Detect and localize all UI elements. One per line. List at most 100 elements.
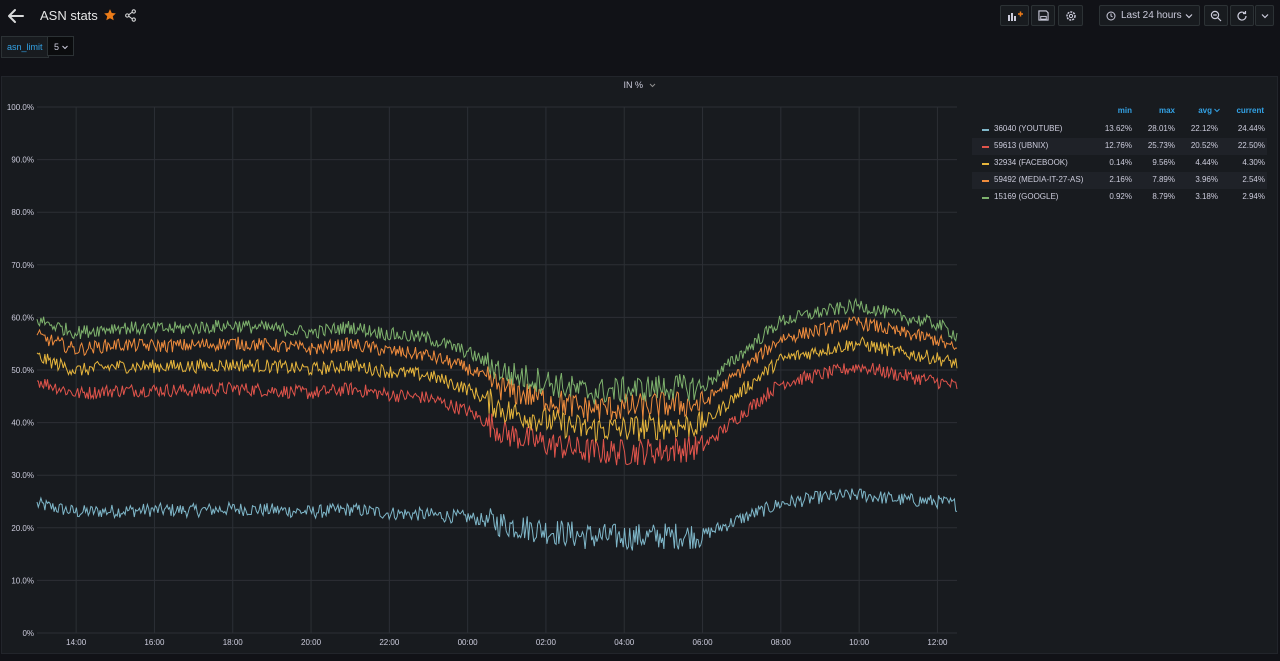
legend-row[interactable]: 59613 (UBNIX) 12.76% 25.73% 20.52% 22.50…	[972, 138, 1267, 155]
y-tick-label: 60.0%	[11, 313, 34, 322]
y-tick-label: 10.0%	[11, 576, 34, 585]
legend-col-max[interactable]: max	[1158, 106, 1175, 115]
x-tick-label: 18:00	[223, 638, 244, 647]
legend-current: 22.50%	[1237, 141, 1265, 150]
chevron-down-icon	[62, 45, 68, 50]
asn-limit-label: asn_limit	[1, 36, 49, 58]
legend-current: 2.94%	[1242, 192, 1265, 201]
legend-series-name: 15169 (GOOGLE)	[994, 192, 1059, 201]
x-tick-label: 12:00	[927, 638, 948, 647]
legend-avg: 3.96%	[1195, 175, 1218, 184]
series-line-4[interactable]	[36, 316, 958, 422]
legend-max: 8.79%	[1152, 192, 1175, 201]
chevron-down-icon	[1185, 13, 1193, 18]
asn-limit-select[interactable]: 5	[47, 36, 74, 56]
x-tick-label: 00:00	[458, 638, 479, 647]
legend-max: 28.01%	[1147, 124, 1175, 133]
legend-current: 4.30%	[1242, 158, 1265, 167]
refresh-interval-dropdown[interactable]	[1255, 5, 1274, 26]
refresh-button[interactable]	[1230, 5, 1254, 26]
settings-button[interactable]	[1058, 5, 1083, 26]
legend-series-name: 36040 (YOUTUBE)	[994, 124, 1063, 133]
star-icon[interactable]	[103, 8, 117, 22]
legend-current: 2.54%	[1242, 175, 1265, 184]
dashboard-title: ASN stats	[40, 8, 98, 23]
legend-max: 9.56%	[1152, 158, 1175, 167]
gear-icon	[1065, 10, 1076, 21]
share-icon[interactable]	[124, 9, 137, 22]
legend-avg: 3.18%	[1195, 192, 1218, 201]
legend-min: 2.16%	[1109, 175, 1132, 184]
y-tick-label: 40.0%	[11, 419, 34, 428]
top-bar: ASN stats Last 24 hours	[0, 0, 1280, 32]
series-color-swatch	[982, 163, 989, 165]
x-tick-label: 16:00	[144, 638, 165, 647]
legend-col-avg[interactable]: avg	[1198, 106, 1212, 115]
y-tick-label: 100.0%	[7, 103, 34, 112]
legend-avg: 20.52%	[1190, 141, 1218, 150]
asn-limit-value: 5	[54, 42, 60, 52]
legend-table: min max avg current 36040 (YOUTUBE) 13.6…	[972, 104, 1267, 206]
legend-row[interactable]: 15169 (GOOGLE) 0.92% 8.79% 3.18% 2.94%	[972, 189, 1267, 206]
series-line-3[interactable]	[36, 336, 958, 443]
series-color-swatch	[982, 146, 989, 148]
x-tick-label: 22:00	[379, 638, 400, 647]
x-tick-label: 02:00	[536, 638, 557, 647]
zoom-out-icon	[1210, 10, 1222, 21]
legend-current: 24.44%	[1237, 124, 1265, 133]
legend-col-current[interactable]: current	[1236, 106, 1264, 115]
series-line-1[interactable]	[36, 488, 958, 551]
add-panel-icon	[1007, 11, 1023, 21]
y-tick-label: 90.0%	[11, 156, 34, 165]
legend-avg: 22.12%	[1190, 124, 1218, 133]
series-color-swatch	[982, 180, 989, 182]
save-dashboard-button[interactable]	[1031, 5, 1055, 26]
x-tick-label: 06:00	[693, 638, 714, 647]
time-picker-button[interactable]: Last 24 hours	[1099, 5, 1200, 26]
legend-min: 0.92%	[1109, 192, 1132, 201]
sort-desc-icon	[1214, 108, 1220, 113]
y-tick-label: 0%	[22, 629, 34, 638]
x-tick-label: 04:00	[614, 638, 635, 647]
legend-row[interactable]: 32934 (FACEBOOK) 0.14% 9.56% 4.44% 4.30%	[972, 155, 1267, 172]
time-range-label: Last 24 hours	[1121, 10, 1182, 21]
legend-row[interactable]: 59492 (MEDIA-IT-27-AS) 2.16% 7.89% 3.96%…	[972, 172, 1267, 189]
series-color-swatch	[982, 129, 989, 131]
x-tick-label: 10:00	[849, 638, 870, 647]
legend-series-name: 59492 (MEDIA-IT-27-AS)	[994, 175, 1084, 184]
series-color-swatch	[982, 197, 989, 199]
legend-max: 25.73%	[1147, 141, 1175, 150]
series-line-2[interactable]	[36, 362, 958, 466]
panel-title[interactable]: IN %	[2, 80, 1277, 90]
y-tick-label: 70.0%	[11, 261, 34, 270]
graph-panel: IN % 0% 10.0% 20.0% 30.0% 40.0% 50.0% 60.0% 70.…	[1, 76, 1278, 654]
legend-min: 12.76%	[1104, 141, 1132, 150]
add-panel-button[interactable]	[1000, 5, 1029, 26]
legend-col-min[interactable]: min	[1117, 106, 1132, 115]
line-chart[interactable]: 0% 10.0% 20.0% 30.0% 40.0% 50.0% 60.0% 70.0% 80.…	[2, 77, 967, 653]
legend-header: min max avg current	[972, 104, 1267, 121]
save-icon	[1037, 10, 1049, 21]
y-tick-label: 20.0%	[11, 524, 34, 533]
back-arrow-icon[interactable]	[6, 6, 26, 26]
y-tick-label: 30.0%	[11, 471, 34, 480]
zoom-out-button[interactable]	[1204, 5, 1228, 26]
legend-avg: 4.44%	[1195, 158, 1218, 167]
chevron-down-icon	[1261, 13, 1268, 18]
x-tick-label: 20:00	[301, 638, 322, 647]
y-tick-label: 50.0%	[11, 366, 34, 375]
legend-min: 13.62%	[1104, 124, 1132, 133]
legend-max: 7.89%	[1152, 175, 1175, 184]
clock-icon	[1106, 11, 1116, 20]
x-tick-label: 14:00	[66, 638, 87, 647]
series-line-5[interactable]	[36, 297, 958, 405]
legend-series-name: 32934 (FACEBOOK)	[994, 158, 1068, 167]
y-tick-label: 80.0%	[11, 208, 34, 217]
legend-min: 0.14%	[1109, 158, 1132, 167]
refresh-icon	[1237, 10, 1247, 21]
legend-series-name: 59613 (UBNIX)	[994, 141, 1049, 150]
panel-title-text: IN %	[623, 80, 643, 90]
chevron-down-icon	[649, 83, 655, 88]
legend-row[interactable]: 36040 (YOUTUBE) 13.62% 28.01% 22.12% 24.…	[972, 121, 1267, 138]
x-tick-label: 08:00	[771, 638, 792, 647]
